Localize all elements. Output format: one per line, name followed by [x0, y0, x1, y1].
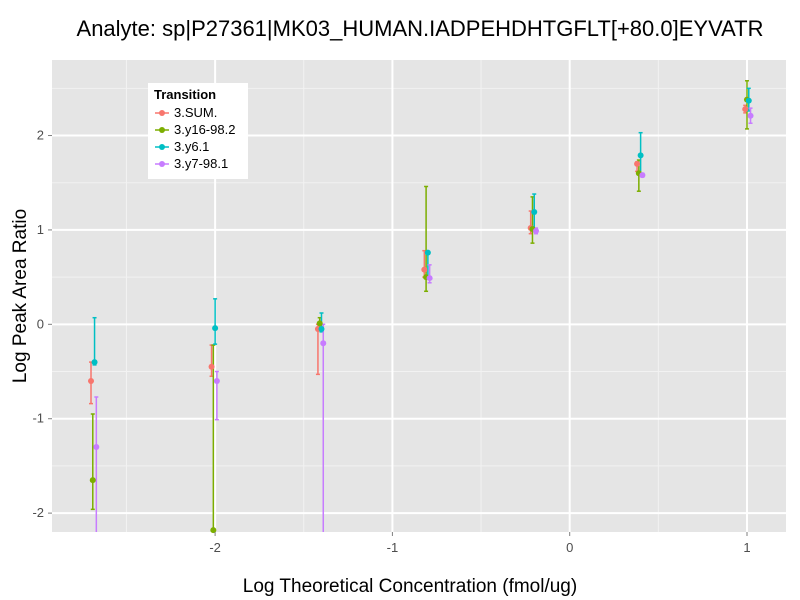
legend-title: Transition	[154, 87, 216, 102]
legend-items: 3.SUM. 3.y16-98.2 3.y6.1 3.y7-98.1	[155, 105, 235, 171]
point-3-y16-98-2	[316, 320, 323, 327]
x-tick-label: 0	[566, 540, 573, 555]
legend-label: 3.y7-98.1	[174, 156, 228, 171]
legend: Transition 3.SUM. 3.y16-98.2 3.y6.1 3.y7-98…	[148, 83, 248, 179]
point-3-y7-98-1	[747, 112, 754, 119]
legend-key-point	[159, 110, 165, 116]
legend-key-point	[159, 161, 165, 167]
chart-title: Analyte: sp|P27361|MK03_HUMAN.IADPEHDHTG…	[77, 16, 764, 41]
y-axis-title: Log Peak Area Ratio	[10, 209, 31, 383]
legend-key-point	[159, 144, 165, 150]
legend-label: 3.SUM.	[174, 105, 217, 120]
point-3-y16-98-2	[89, 477, 96, 484]
error-bar-3-y6-1	[213, 298, 218, 345]
x-axis-title: Log Theoretical Concentration (fmol/ug)	[243, 576, 577, 597]
point-3-sum	[208, 363, 215, 370]
error-bar-3-y7-98-1	[94, 396, 99, 532]
y-tick-label: -2	[32, 505, 44, 520]
error-bar-3-y16-98-2	[211, 344, 216, 532]
y-tick-label: -1	[32, 411, 44, 426]
x-tick-label: -2	[209, 540, 221, 555]
x-axis-ticks: -2 -1 0 1	[209, 532, 751, 555]
x-tick-label: -1	[387, 540, 399, 555]
error-bar-3-y16-98-2	[90, 413, 95, 511]
point-3-y7-98-1	[93, 444, 100, 451]
legend-key-point	[159, 127, 165, 133]
point-3-y6-1	[424, 249, 431, 256]
error-bar-3-y16-98-2	[424, 185, 429, 293]
legend-item-3-sum: 3.SUM.	[155, 105, 217, 120]
point-3-sum	[88, 377, 95, 384]
x-tick-label: 1	[743, 540, 750, 555]
y-tick-label: 1	[37, 222, 44, 237]
point-3-sum	[421, 266, 428, 273]
point-3-y7-98-1	[320, 340, 327, 347]
point-3-y6-1	[531, 208, 538, 215]
point-3-y6-1	[745, 97, 752, 104]
data-points	[88, 96, 754, 534]
point-3-y6-1	[637, 152, 644, 159]
point-3-y16-98-2	[210, 527, 217, 534]
point-3-y7-98-1	[639, 172, 646, 179]
legend-item-3-y16-98-2: 3.y16-98.2	[155, 122, 235, 137]
y-tick-label: 2	[37, 128, 44, 143]
legend-item-3-y7-98-1: 3.y7-98.1	[155, 156, 228, 171]
legend-item-3-y6-1: 3.y6.1	[155, 139, 209, 154]
point-3-y6-1	[212, 325, 219, 332]
point-3-sum	[742, 106, 749, 113]
y-tick-label: 0	[37, 316, 44, 331]
legend-label: 3.y16-98.2	[174, 122, 235, 137]
point-3-sum	[634, 160, 641, 167]
point-3-y7-98-1	[213, 377, 220, 384]
point-3-y7-98-1	[533, 227, 540, 234]
y-axis-ticks: -2 -1 0 1 2	[32, 128, 52, 520]
point-3-y6-1	[91, 359, 98, 366]
legend-label: 3.y6.1	[174, 139, 209, 154]
point-3-y6-1	[318, 326, 325, 333]
point-3-y7-98-1	[426, 275, 433, 282]
